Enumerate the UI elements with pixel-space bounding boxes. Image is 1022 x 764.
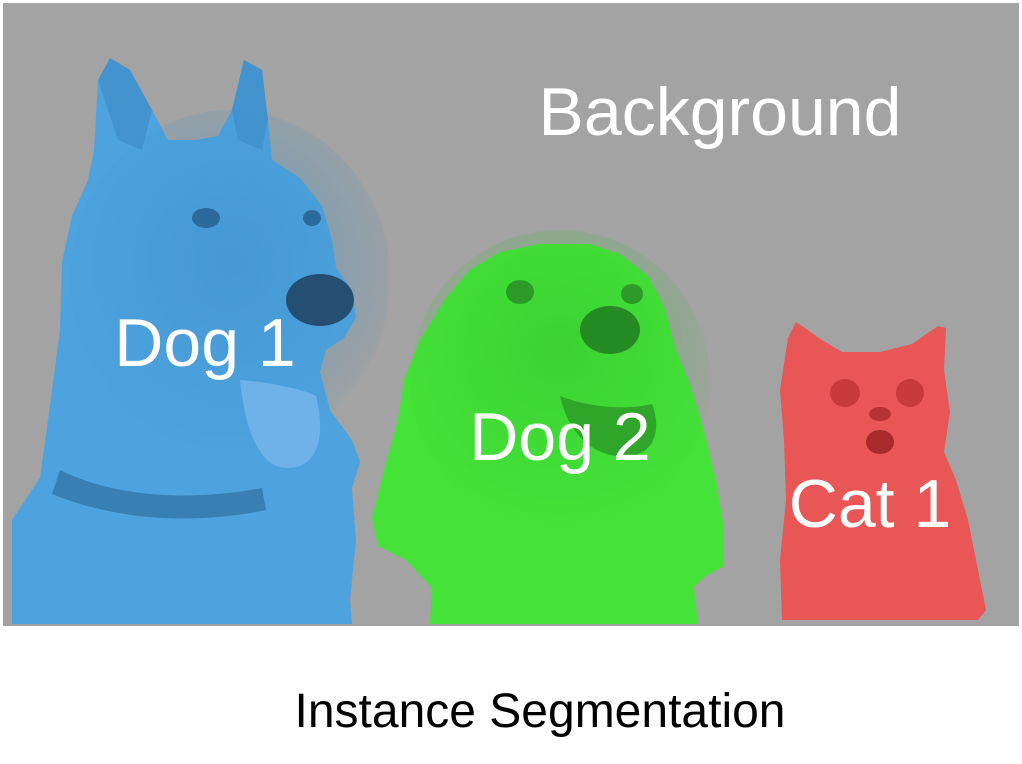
dog-1-collar (52, 470, 266, 519)
dog-2-face-shade (410, 230, 710, 530)
label-dog-1: Dog 1 (114, 305, 295, 381)
cat-1-mask (780, 322, 986, 620)
cat-1-eye-left (830, 379, 860, 407)
label-dog-2: Dog 2 (469, 399, 650, 475)
dog-1-ear-shade (98, 58, 152, 150)
dog-2-eye-left (506, 280, 534, 304)
dog-2-nose (580, 306, 640, 354)
dog-1-mask (12, 58, 390, 624)
cat-1-mouth (866, 430, 894, 454)
dog-1-eye-left (192, 208, 220, 228)
cat-1-nose (869, 407, 891, 421)
label-cat-1: Cat 1 (789, 466, 952, 542)
figure-caption: Instance Segmentation (294, 685, 786, 738)
dog-1-face-shade (70, 110, 390, 450)
dog-1-nose (286, 274, 354, 326)
label-background: Background (539, 74, 902, 150)
dog-2-eye-right (621, 284, 643, 304)
dog-1-eye-right (303, 210, 321, 226)
dog-1-tongue (240, 380, 321, 469)
cat-1-eye-right (896, 379, 924, 407)
dog-2-mask (372, 230, 724, 624)
dog-2-mouth (560, 396, 657, 457)
